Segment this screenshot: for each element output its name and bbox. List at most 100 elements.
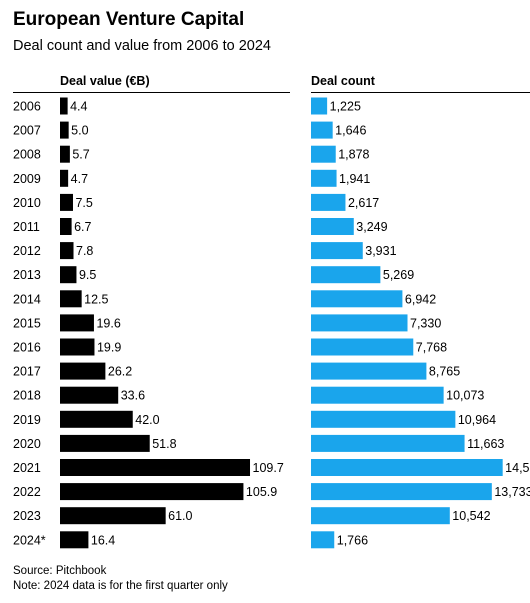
deal-value-bar-2007 <box>60 121 69 139</box>
deal-count-bar-2007 <box>311 121 333 139</box>
deal-count-header-rule <box>311 92 530 93</box>
year-label-2018: 2018 <box>13 389 41 403</box>
year-label-2007: 2007 <box>13 124 41 138</box>
year-label-2013: 2013 <box>13 268 41 282</box>
deal-count-label-2013: 5,269 <box>383 268 414 282</box>
deal-count-label-2007: 1,646 <box>335 124 366 138</box>
chart-title: European Venture Capital <box>13 9 245 30</box>
deal-count-label-2018: 10,073 <box>446 389 484 403</box>
deal-count-bar-2021 <box>311 459 503 476</box>
deal-count-label-2010: 2,617 <box>348 196 379 210</box>
deal-count-bar-2020 <box>311 434 465 452</box>
deal-count-bar-2019 <box>311 410 456 428</box>
deal-value-bar-2021 <box>60 459 251 476</box>
deal-value-label-2014: 12.5 <box>84 292 108 306</box>
deal-value-bar-2022 <box>60 483 244 501</box>
deal-value-label-2022: 105.9 <box>246 485 277 499</box>
year-label-2009: 2009 <box>13 172 41 186</box>
deal-value-label-2007: 5.0 <box>71 124 88 138</box>
year-label-2019: 2019 <box>13 413 41 427</box>
year-label-2006: 2006 <box>13 100 41 114</box>
bar-chart: 2006 4.4 1,225 2007 5.0 1,646 2008 5.7 1,878 2009… <box>13 97 530 549</box>
deal-value-bar-2018 <box>60 386 119 404</box>
deal-count-label-2015: 7,330 <box>410 316 441 330</box>
year-label-2017: 2017 <box>13 365 41 379</box>
year-label-2014: 2014 <box>13 292 41 306</box>
deal-count-label-2016: 7,768 <box>416 341 447 355</box>
deal-count-bar-2022 <box>311 483 492 501</box>
year-label-2012: 2012 <box>13 244 41 258</box>
deal-value-header: Deal value (€B) <box>60 74 150 88</box>
deal-value-label-2006: 4.4 <box>70 100 87 114</box>
deal-value-label-2018: 33.6 <box>121 389 145 403</box>
deal-value-label-2012: 7.8 <box>76 244 93 258</box>
deal-value-label-2015: 19.6 <box>96 316 120 330</box>
deal-value-bar-2014 <box>60 290 82 308</box>
deal-count-bar-2013 <box>311 266 381 284</box>
deal-count-bar-2023 <box>311 507 450 525</box>
year-label-2020: 2020 <box>13 437 41 451</box>
year-label-2022: 2022 <box>13 485 41 499</box>
deal-value-bar-2015 <box>60 314 94 332</box>
chart-subtitle: Deal count and value from 2006 to 2024 <box>13 38 271 54</box>
deal-value-label-2023: 61.0 <box>168 509 192 523</box>
deal-value-bar-2009 <box>60 169 69 187</box>
year-label-2023: 2023 <box>13 509 41 523</box>
deal-value-label-2013: 9.5 <box>79 268 96 282</box>
deal-value-label-2011: 6.7 <box>74 220 91 234</box>
deal-count-bar-2018 <box>311 386 444 404</box>
deal-count-label-2012: 3,931 <box>365 244 396 258</box>
deal-value-label-2024: 16.4 <box>91 533 115 547</box>
deal-value-bar-2016 <box>60 338 95 356</box>
deal-count-bar-2017 <box>311 362 427 380</box>
deal-count-bar-2011 <box>311 218 354 235</box>
deal-value-bar-2017 <box>60 362 106 380</box>
deal-value-label-2016: 19.9 <box>97 341 121 355</box>
year-label-2011: 2011 <box>13 220 40 234</box>
deal-count-bar-2012 <box>311 242 363 260</box>
deal-value-label-2017: 26.2 <box>108 365 132 379</box>
year-label-2016: 2016 <box>13 341 41 355</box>
year-label-2010: 2010 <box>13 196 41 210</box>
year-label-2015: 2015 <box>13 316 41 330</box>
deal-value-bar-2010 <box>60 193 73 211</box>
deal-count-label-2022: 13,733 <box>494 485 530 499</box>
deal-value-bar-2012 <box>60 242 74 260</box>
deal-count-label-2021: 14,558 <box>505 461 530 475</box>
deal-count-bar-2015 <box>311 314 408 332</box>
year-label-2008: 2008 <box>13 148 41 162</box>
deal-count-label-2011: 3,249 <box>356 220 387 234</box>
footnote: Note: 2024 data is for the first quarter… <box>13 580 228 592</box>
deal-value-bar-2020 <box>60 434 150 452</box>
deal-value-bar-2006 <box>60 97 68 115</box>
deal-count-bar-2006 <box>311 97 328 115</box>
deal-count-label-2020: 11,663 <box>467 437 504 451</box>
year-label-2021: 2021 <box>13 461 41 475</box>
deal-count-label-2006: 1,225 <box>330 100 361 114</box>
deal-value-label-2021: 109.7 <box>253 461 284 475</box>
deal-count-label-2017: 8,765 <box>429 365 460 379</box>
deal-value-bar-2023 <box>60 507 166 525</box>
deal-value-bar-2011 <box>60 218 72 235</box>
deal-count-label-2014: 6,942 <box>405 292 436 306</box>
deal-value-label-2019: 42.0 <box>135 413 159 427</box>
deal-count-label-2019: 10,964 <box>458 413 496 427</box>
deal-count-bar-2024 <box>311 531 335 549</box>
deal-value-bar-2024 <box>60 531 89 549</box>
deal-value-header-rule <box>13 92 290 93</box>
deal-count-label-2024: 1,766 <box>337 533 368 547</box>
source-note: Source: Pitchbook <box>13 565 107 577</box>
deal-value-label-2008: 5.7 <box>72 148 89 162</box>
deal-count-bar-2014 <box>311 290 403 308</box>
deal-value-label-2010: 7.5 <box>75 196 92 210</box>
deal-count-bar-2010 <box>311 193 346 211</box>
deal-count-label-2009: 1,941 <box>339 172 370 186</box>
deal-count-bar-2016 <box>311 338 414 356</box>
deal-count-bar-2008 <box>311 145 336 163</box>
deal-value-bar-2019 <box>60 410 133 428</box>
year-label-2024: 2024* <box>13 533 46 547</box>
deal-count-label-2023: 10,542 <box>452 509 490 523</box>
deal-value-label-2009: 4.7 <box>71 172 88 186</box>
deal-value-bar-2013 <box>60 266 77 284</box>
deal-value-bar-2008 <box>60 145 70 163</box>
